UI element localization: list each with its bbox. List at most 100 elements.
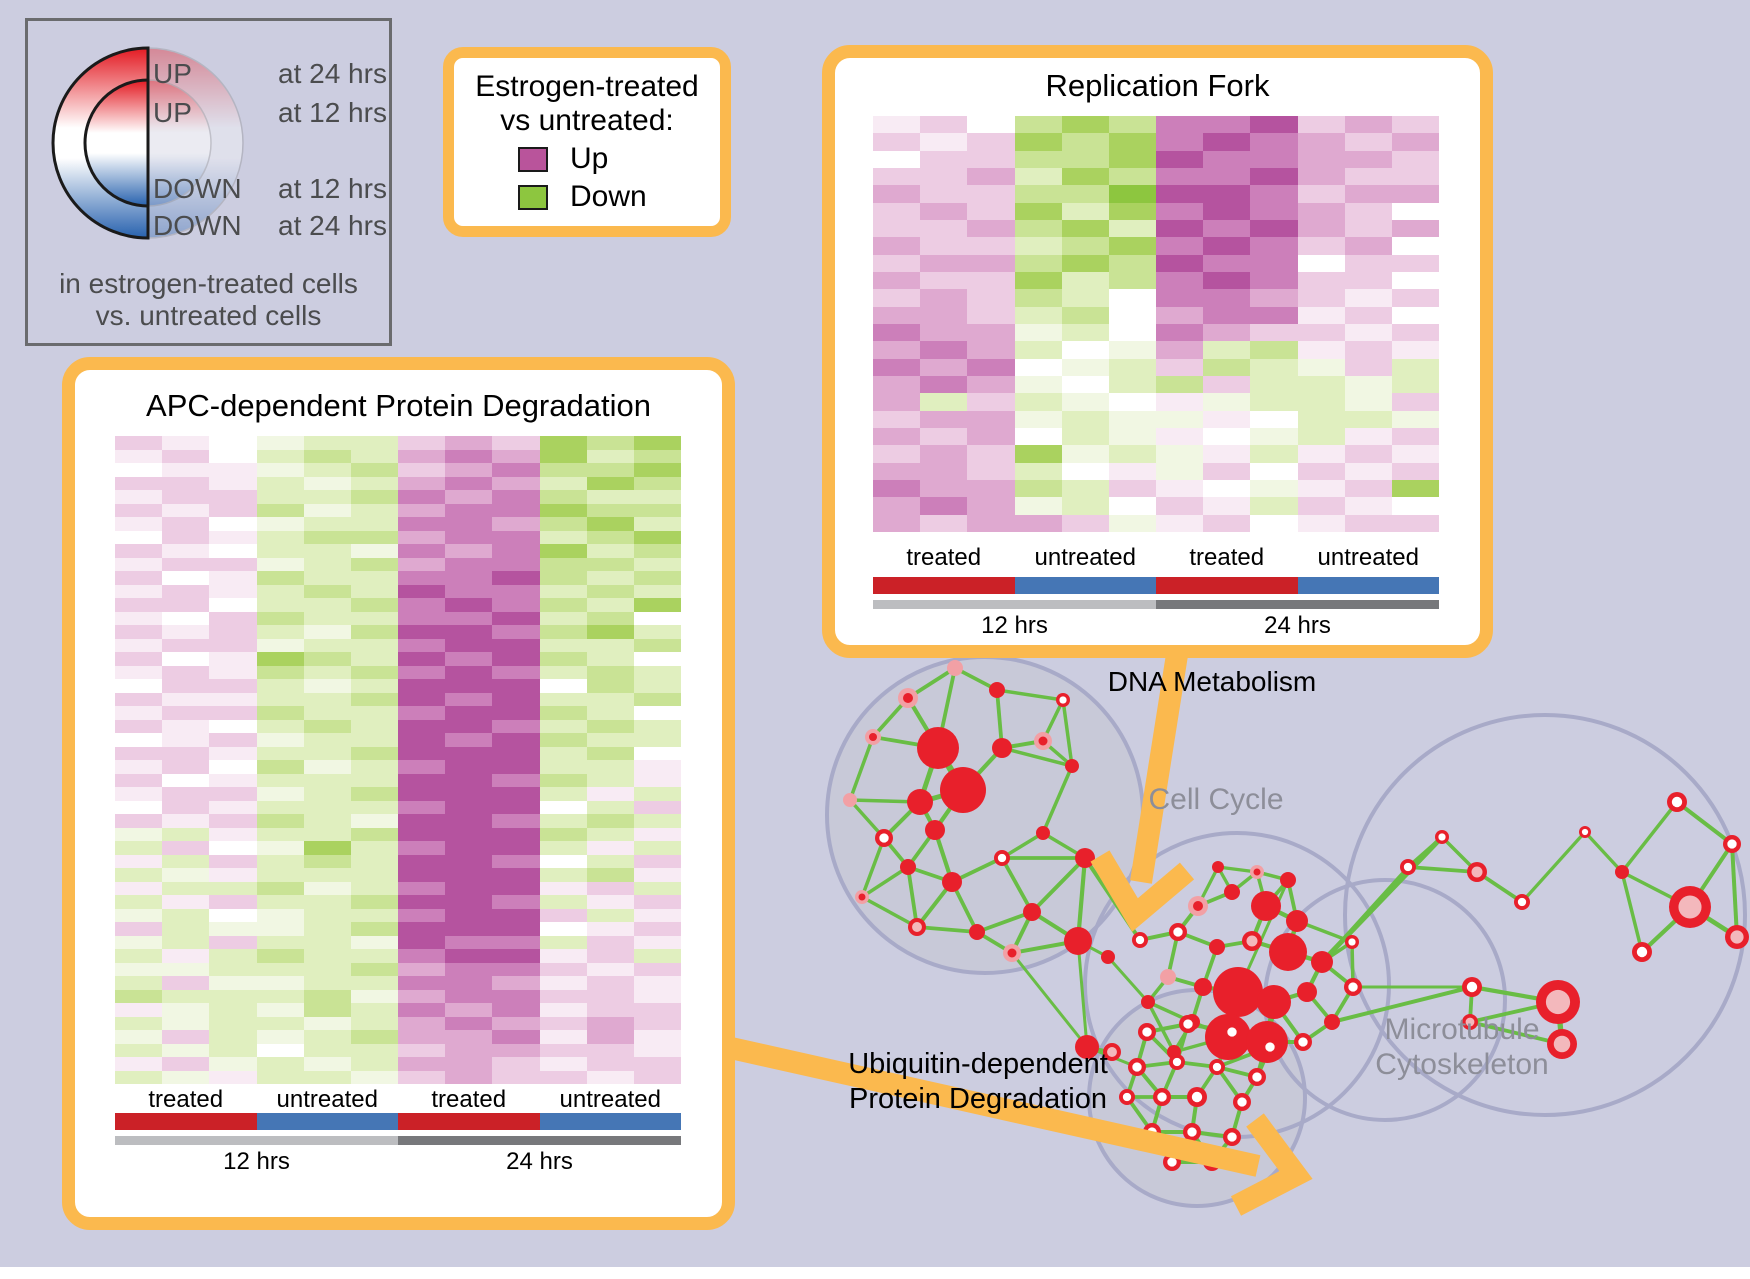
heatmap-cell — [920, 185, 968, 203]
heatmap-cell — [256, 571, 304, 585]
network-node-red — [969, 924, 985, 940]
network-edge-bridge — [1106, 956, 1150, 1003]
heatmap-cell — [1297, 185, 1345, 203]
heatmap-cell — [115, 841, 163, 855]
heatmap-cell — [1391, 410, 1439, 428]
heatmap-cell — [115, 517, 163, 531]
updown-legend-title-line1: Estrogen-treated — [475, 70, 699, 103]
heatmap-cell — [633, 773, 681, 787]
heatmap-cell — [633, 679, 681, 693]
heatmap-cell — [115, 1016, 163, 1030]
heatmap-cell — [539, 760, 587, 774]
heatmap-cell — [1108, 393, 1156, 411]
heatmap-cell — [162, 841, 210, 855]
heatmap-cell — [115, 679, 163, 693]
network-node-ring — [1252, 1072, 1262, 1082]
heatmap-cell — [445, 476, 493, 490]
heatmap-cell — [445, 679, 493, 693]
heatmap-cell — [1061, 324, 1109, 342]
network-node-red — [1065, 759, 1079, 773]
condition-labels-row: treated untreated treated untreated — [115, 1086, 681, 1114]
heatmap-cell — [586, 611, 634, 625]
heatmap-cell — [115, 935, 163, 949]
heatmap-cell — [492, 1030, 540, 1044]
heatmap-cell — [1297, 393, 1345, 411]
heatmap-cell — [586, 692, 634, 706]
heatmap-cell — [539, 517, 587, 531]
heatmap-cell — [209, 503, 257, 517]
heatmap-cell — [1108, 185, 1156, 203]
panel-title: APC-dependent Protein Degradation — [146, 388, 651, 423]
heatmap-cell — [1250, 220, 1298, 238]
network-node-red — [1213, 967, 1263, 1017]
heatmap-cell — [586, 868, 634, 882]
heatmap-cell — [1344, 272, 1392, 290]
heatmap-cell — [445, 557, 493, 571]
heatmap-cell — [115, 868, 163, 882]
heatmap-cell — [539, 584, 587, 598]
heatmap-cell — [1014, 358, 1062, 376]
network-node-red — [1194, 978, 1212, 996]
heatmap-cell — [539, 679, 587, 693]
heatmap-cell — [162, 746, 210, 760]
heatmap-cell — [303, 638, 351, 652]
heatmap-cell — [303, 503, 351, 517]
heatmap-cell — [586, 449, 634, 463]
heatmap-cell — [1344, 116, 1392, 134]
heatmap-cell — [162, 490, 210, 504]
heatmap-cell — [633, 1003, 681, 1017]
heatmap-cell — [256, 976, 304, 990]
heatmap-cell — [256, 814, 304, 828]
heatmap-cell — [350, 787, 398, 801]
heatmap-cell — [256, 530, 304, 544]
heatmap-cell — [1061, 410, 1109, 428]
heatmap-cell — [162, 571, 210, 585]
heatmap-cell — [967, 133, 1015, 151]
heatmap-cell — [633, 611, 681, 625]
heatmap-cell — [445, 854, 493, 868]
ring-inner-left-half — [83, 78, 150, 208]
network-edge — [1041, 765, 1074, 834]
heatmap-cell — [1250, 168, 1298, 186]
heatmap-cell — [967, 168, 1015, 186]
heatmap-cell — [303, 908, 351, 922]
heatmap-cell — [539, 949, 587, 963]
heatmap-cell — [492, 922, 540, 936]
heatmap-cell — [1061, 202, 1109, 220]
heatmap-cell — [492, 544, 540, 558]
heatmap-cell — [209, 746, 257, 760]
heatmap-cell — [1203, 514, 1251, 532]
heatmap-cell — [633, 503, 681, 517]
network-edge — [976, 910, 1033, 934]
heatmap-cell — [398, 611, 446, 625]
heatmap-cell — [1108, 376, 1156, 394]
network-node-pinkcore — [1107, 1047, 1117, 1057]
ring-direction-label: UP — [153, 97, 192, 128]
heatmap-cell — [398, 773, 446, 787]
network-node-red — [1324, 1014, 1340, 1030]
treated-bar-segment — [398, 1113, 540, 1130]
heatmap-cell — [445, 544, 493, 558]
heatmap-cell — [115, 895, 163, 909]
heatmap-cell — [1061, 393, 1109, 411]
heatmap-cell — [967, 514, 1015, 532]
heatmap-cell — [398, 895, 446, 909]
heatmap-cell — [1108, 150, 1156, 168]
heatmap-cell — [350, 598, 398, 612]
heatmap-cell — [1297, 306, 1345, 324]
heatmap-cell — [1203, 306, 1251, 324]
heatmap-cell — [398, 1070, 446, 1084]
heatmap-cell — [492, 490, 540, 504]
heatmap-cell — [256, 854, 304, 868]
heatmap-cell — [1203, 272, 1251, 290]
heatmap-cell — [633, 463, 681, 477]
ring-legend-diagram — [51, 46, 244, 240]
network-node-pinkcore — [1246, 935, 1258, 947]
heatmap-cell — [1061, 272, 1109, 290]
heatmap-cell — [1156, 289, 1204, 307]
heatmap-cell — [967, 480, 1015, 498]
heatmap-cell — [350, 476, 398, 490]
heatmap-cell — [1297, 514, 1345, 532]
heatmap-cell — [398, 949, 446, 963]
heatmap-cell — [539, 1030, 587, 1044]
